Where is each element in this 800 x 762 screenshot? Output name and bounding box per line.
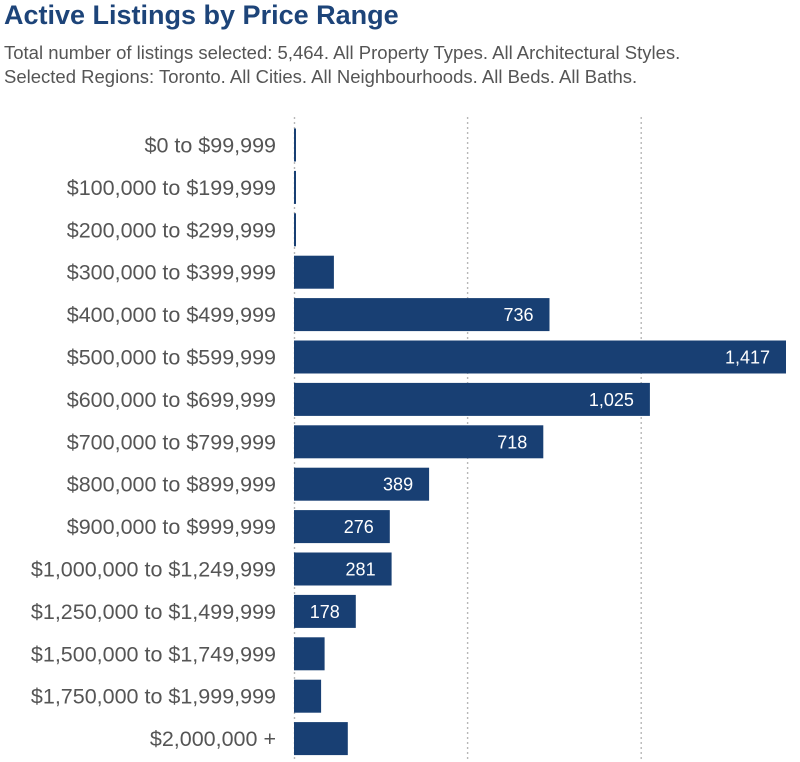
bar <box>294 594 356 628</box>
category-labels: $0 to $99,999 $100,000 to $199,999 $200,00… <box>31 134 276 752</box>
category-label: $1,250,000 to $1,499,999 <box>31 600 276 624</box>
data-label: 281 <box>346 560 376 580</box>
bar <box>294 255 334 289</box>
category-label: $300,000 to $399,999 <box>67 261 276 285</box>
bar <box>294 170 296 204</box>
category-label: $1,500,000 to $1,749,999 <box>31 642 276 666</box>
data-label: 1,417 <box>725 348 770 368</box>
data-label: 1,025 <box>589 390 634 410</box>
data-label: 276 <box>344 517 374 537</box>
bar <box>294 425 544 459</box>
category-label: $500,000 to $599,999 <box>67 346 276 370</box>
bar <box>294 552 392 586</box>
category-label: $700,000 to $799,999 <box>67 430 276 454</box>
bar <box>294 340 786 374</box>
bar <box>294 128 296 162</box>
chart-subtitle-line-1: Total number of listings selected: 5,464… <box>4 42 681 63</box>
bar <box>294 467 430 501</box>
value-labels: 736 1,417 1,025 718 389 276 281 178 <box>310 305 770 622</box>
category-label: $600,000 to $699,999 <box>67 388 276 412</box>
data-label: 736 <box>503 305 533 325</box>
chart-subtitle-line-2: Selected Regions: Toronto. All Cities. A… <box>4 66 638 87</box>
bar <box>294 213 296 247</box>
category-label: $1,000,000 to $1,249,999 <box>31 558 276 582</box>
category-label: $100,000 to $199,999 <box>67 176 276 200</box>
category-label: $2,000,000 + <box>150 727 276 751</box>
data-label: 718 <box>497 432 527 452</box>
category-label: $400,000 to $499,999 <box>67 303 276 327</box>
bar <box>294 679 322 713</box>
category-label: $0 to $99,999 <box>144 134 276 158</box>
data-label: 389 <box>383 475 413 495</box>
bar <box>294 637 325 671</box>
bars <box>294 128 786 756</box>
category-label: $1,750,000 to $1,999,999 <box>31 685 276 709</box>
category-label: $900,000 to $999,999 <box>67 515 276 539</box>
bar <box>294 510 390 544</box>
category-label: $800,000 to $899,999 <box>67 473 276 497</box>
bar <box>294 298 550 332</box>
chart-title: Active Listings by Price Range <box>4 0 399 30</box>
bar <box>294 382 650 416</box>
data-label: 178 <box>310 602 340 622</box>
bar <box>294 722 348 756</box>
category-label: $200,000 to $299,999 <box>67 218 276 242</box>
